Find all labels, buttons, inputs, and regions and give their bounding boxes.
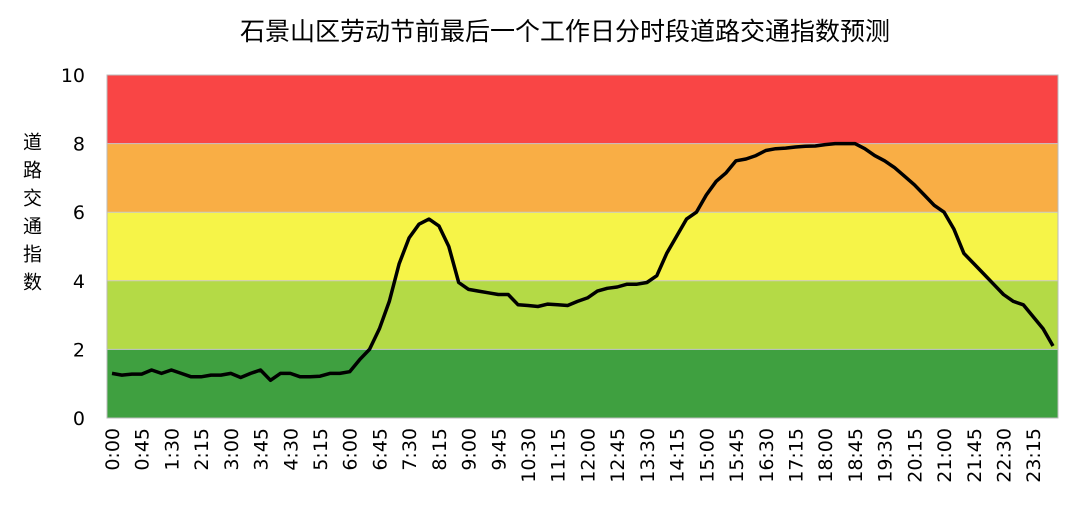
band [107, 349, 1058, 418]
x-tick-label: 1:30 [161, 428, 183, 471]
x-tick-label: 15:45 [726, 428, 748, 483]
band [107, 212, 1058, 281]
x-tick-label: 18:00 [815, 428, 837, 483]
chart-title: 石景山区劳动节前最后一个工作日分时段道路交通指数预测 [240, 17, 890, 46]
y-tick-label: 6 [73, 202, 85, 224]
x-tick-label: 4:30 [280, 428, 302, 471]
x-tick-label: 12:45 [607, 428, 629, 483]
band [107, 143, 1058, 213]
x-tick-label: 22:30 [994, 428, 1016, 483]
x-tick-label: 0:00 [102, 428, 124, 471]
x-tick-label: 7:30 [399, 428, 421, 471]
y-tick-label: 4 [73, 271, 85, 293]
x-tick-label: 16:30 [756, 428, 778, 483]
x-tick-label: 21:00 [934, 428, 956, 483]
band [107, 75, 1058, 144]
y-tick-label: 2 [73, 339, 85, 361]
x-tick-label: 9:45 [488, 428, 510, 471]
x-tick-label: 6:00 [340, 428, 362, 471]
x-tick-label: 6:45 [369, 428, 391, 471]
line [111, 141, 1055, 383]
x-tick-label: 19:30 [875, 428, 897, 483]
x-tick-label: 13:30 [637, 428, 659, 483]
x-tick-label: 3:00 [221, 428, 243, 471]
y-tick-label: 8 [73, 134, 85, 156]
x-tick-label: 15:00 [696, 428, 718, 483]
x-tick-label: 9:00 [459, 428, 481, 471]
x-tick-label: 10:30 [518, 428, 540, 483]
x-tick-label: 11:15 [548, 428, 570, 483]
y-tick-label: 0 [73, 408, 85, 430]
band [107, 280, 1058, 350]
plot-frame [106, 74, 1059, 419]
y-tick-label: 10 [61, 65, 85, 87]
x-tick-label: 21:45 [964, 428, 986, 483]
x-tick-label: 23:15 [1023, 428, 1045, 483]
x-tick-label: 20:15 [904, 428, 926, 483]
x-tick-label: 17:15 [785, 428, 807, 483]
x-tick-label: 14:15 [667, 428, 689, 483]
x-tick-label: 3:45 [251, 428, 273, 471]
x-tick-label: 0:45 [132, 428, 154, 471]
x-tick-label: 2:15 [191, 428, 213, 471]
x-tick-label: 5:15 [310, 428, 332, 471]
x-tick-label: 12:00 [577, 428, 599, 483]
x-tick-label: 8:15 [429, 428, 451, 471]
x-tick-label: 18:45 [845, 428, 867, 483]
y-axis-label: 道路交通指数 [20, 132, 42, 300]
